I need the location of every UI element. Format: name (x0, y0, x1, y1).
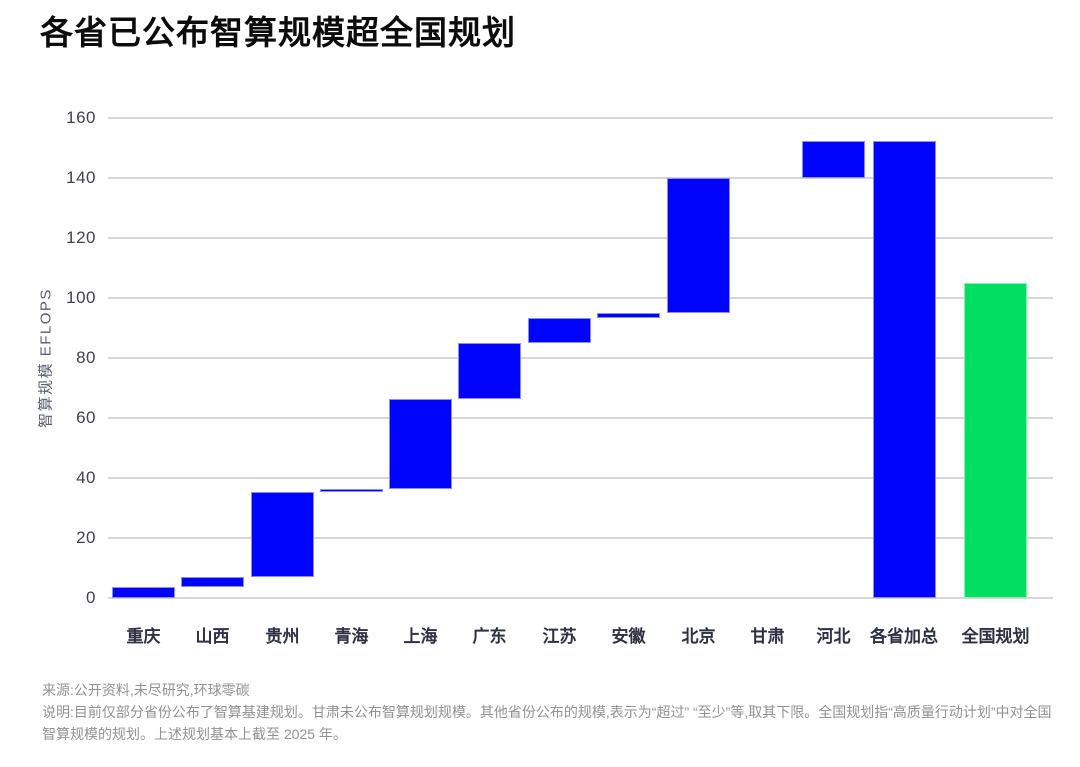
y-axis-tick-label: 140 (66, 168, 96, 187)
y-axis-title: 智算规模 EFLOPS (37, 288, 55, 428)
footer: 来源:公开资料,未尽研究,环球零碳 说明:目前仅部分省份公布了智算基建规划。甘肃… (42, 679, 1054, 745)
waterfall-bar-12 (872, 140, 936, 598)
x-axis-label: 江苏 (542, 627, 577, 646)
x-axis-label: 重庆 (126, 627, 161, 646)
gridline (108, 417, 1053, 419)
waterfall-bar-2 (181, 577, 244, 587)
page-title: 各省已公布智算规模超全国规划 (40, 14, 516, 51)
waterfall-bar-8 (597, 313, 660, 319)
gridline (108, 537, 1053, 539)
gridline (108, 237, 1053, 239)
plot-area: 0 20 40 60 80 100 120 140 160 重庆 山西 贵州 青海 上海 广东 江苏 安徽 北京 甘… (66, 108, 1053, 646)
x-axis-label: 广东 (472, 627, 507, 646)
y-axis-tick-label: 40 (76, 468, 96, 487)
y-axis-tick-label: 100 (66, 288, 96, 307)
y-axis-tick-label: 60 (76, 408, 96, 427)
y-axis-tick-label: 120 (66, 228, 96, 247)
waterfall-bar-7 (528, 318, 591, 343)
y-axis-tick-label: 0 (86, 588, 96, 607)
explanation-note: 说明:目前仅部分省份公布了智算基建规划。甘肃未公布智算规划规模。其他省份公布的规… (42, 704, 1052, 742)
gridline (108, 597, 1053, 599)
waterfall-bar-1 (112, 586, 175, 598)
x-axis-label: 河北 (816, 627, 851, 646)
x-axis-label: 各省加总 (870, 627, 938, 646)
y-axis-tick-label: 160 (66, 108, 96, 127)
waterfall-bar-6 (458, 343, 521, 400)
x-axis-label: 安徽 (611, 627, 646, 646)
waterfall-bar-9 (667, 178, 730, 313)
gridline (108, 297, 1053, 299)
y-axis-tick-label: 80 (76, 348, 96, 367)
x-axis-label: 贵州 (265, 627, 300, 646)
gridline (108, 177, 1053, 179)
gridline (108, 477, 1053, 479)
x-axis-label: 甘肃 (750, 627, 785, 646)
x-axis-label: 山西 (195, 627, 230, 646)
waterfall-bar-3 (251, 492, 314, 577)
gridline (108, 117, 1053, 119)
x-axis-label: 青海 (334, 627, 369, 646)
x-axis-label: 北京 (681, 627, 716, 646)
source-note: 来源:公开资料,未尽研究,环球零碳 (42, 682, 250, 698)
waterfall-bar-11 (802, 141, 865, 178)
y-axis-tick-label: 20 (76, 528, 96, 547)
gridline (108, 357, 1053, 359)
x-axis-label: 全国规划 (961, 627, 1030, 646)
waterfall-bar-13 (964, 283, 1027, 598)
x-axis-label: 上海 (403, 627, 438, 646)
waterfall-bar-4 (320, 489, 383, 493)
waterfall-bar-5 (389, 399, 452, 490)
